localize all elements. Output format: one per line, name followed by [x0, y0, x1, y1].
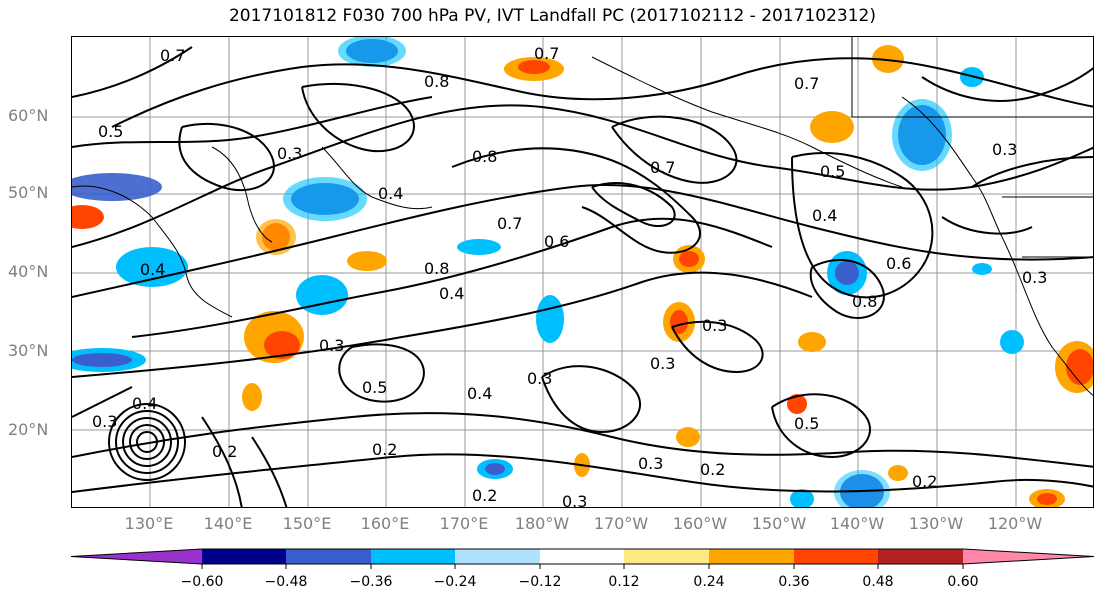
pv-contour-map: 0.7 0.8 0.7 0.7 0.5 0.3 0.4 0.8 0.7 0.5 … [72, 37, 1093, 508]
colorbar-segment [963, 549, 1094, 564]
lat-label-40n: 40°N [8, 262, 49, 281]
lon-label-140w: 140°W [829, 514, 885, 533]
svg-text:0.3: 0.3 [319, 336, 344, 355]
svg-text:0.3: 0.3 [92, 412, 117, 431]
svg-text:0.2: 0.2 [212, 442, 237, 461]
svg-text:0.3: 0.3 [702, 316, 727, 335]
svg-text:0.8: 0.8 [472, 147, 497, 166]
colorbar-segments [70, 548, 1095, 569]
colorbar-segment [371, 549, 455, 564]
svg-text:0.6: 0.6 [544, 232, 569, 251]
map-title: 2017101812 F030 700 hPa PV, IVT Landfall… [228, 6, 876, 26]
svg-text:0.3: 0.3 [527, 369, 552, 388]
lat-label-50n: 50°N [8, 183, 49, 202]
colorbar-tick: −0.48 [265, 574, 308, 590]
colorbar-tick: −0.12 [519, 574, 562, 590]
lon-label-130w: 130°W [908, 514, 964, 533]
lat-label-60n: 60°N [8, 106, 49, 125]
svg-text:0.4: 0.4 [140, 260, 165, 279]
colorbar-tick: 0.12 [608, 574, 639, 590]
lon-label-160e: 160°E [360, 514, 410, 533]
coastlines [72, 37, 1093, 396]
lat-label-20n: 20°N [8, 420, 49, 439]
svg-text:0.3: 0.3 [650, 354, 675, 373]
svg-text:0.5: 0.5 [98, 122, 123, 141]
svg-text:0.3: 0.3 [992, 140, 1017, 159]
svg-text:0.4: 0.4 [439, 284, 464, 303]
svg-text:0.2: 0.2 [472, 486, 497, 505]
svg-text:0.3: 0.3 [562, 492, 587, 508]
svg-text:0.5: 0.5 [794, 414, 819, 433]
svg-text:0.7: 0.7 [497, 214, 522, 233]
colorbar-tick: −0.36 [350, 574, 393, 590]
lon-label-170w: 170°W [593, 514, 649, 533]
colorbar-tick: −0.60 [181, 574, 224, 590]
contour-labels: 0.7 0.8 0.7 0.7 0.5 0.3 0.4 0.8 0.7 0.5 … [92, 44, 1047, 508]
svg-text:0.4: 0.4 [378, 184, 403, 203]
svg-text:0.7: 0.7 [794, 74, 819, 93]
colorbar-tick: 0.60 [947, 574, 978, 590]
svg-text:0.3: 0.3 [638, 454, 663, 473]
colorbar-segment [540, 549, 624, 564]
svg-text:0.4: 0.4 [467, 384, 492, 403]
svg-text:0.8: 0.8 [424, 259, 449, 278]
lon-label-150w: 150°W [751, 514, 807, 533]
colorbar-tick: 0.48 [862, 574, 893, 590]
svg-text:0.5: 0.5 [820, 162, 845, 181]
colorbar-segment [455, 549, 540, 564]
lon-label-120w: 120°W [987, 514, 1043, 533]
colorbar-tick: 0.36 [778, 574, 809, 590]
svg-text:0.7: 0.7 [160, 46, 185, 65]
map-panel: 0.7 0.8 0.7 0.7 0.5 0.3 0.4 0.8 0.7 0.5 … [71, 36, 1094, 508]
lon-label-180w: 180°W [514, 514, 570, 533]
svg-text:0.4: 0.4 [812, 206, 837, 225]
svg-text:0.2: 0.2 [912, 472, 937, 491]
svg-text:0.3: 0.3 [277, 144, 302, 163]
colorbar-tick: 0.24 [693, 574, 724, 590]
colorbar-segment [202, 549, 286, 564]
colorbar-segment [624, 549, 709, 564]
svg-text:0.8: 0.8 [852, 292, 877, 311]
lon-label-140e: 140°E [203, 514, 253, 533]
colorbar-segment [794, 549, 878, 564]
lon-label-130e: 130°E [124, 514, 174, 533]
colorbar-segment [286, 549, 371, 564]
svg-text:0.4: 0.4 [132, 394, 157, 413]
lon-label-170e: 170°E [439, 514, 489, 533]
colorbar-segment [709, 549, 794, 564]
svg-text:0.3: 0.3 [1022, 268, 1047, 287]
svg-text:0.2: 0.2 [372, 440, 397, 459]
lat-label-30n: 30°N [8, 341, 49, 360]
svg-text:0.8: 0.8 [424, 72, 449, 91]
colorbar-tick: −0.24 [434, 574, 477, 590]
lon-label-160w: 160°W [672, 514, 728, 533]
colorbar-tick-labels: −0.60 −0.48 −0.36 −0.24 −0.12 0.12 0.24 … [181, 574, 979, 590]
colorbar: −0.60 −0.48 −0.36 −0.24 −0.12 0.12 0.24 … [70, 548, 1095, 590]
svg-text:0.2: 0.2 [700, 460, 725, 479]
svg-text:0.6: 0.6 [886, 254, 911, 273]
svg-text:0.5: 0.5 [362, 378, 387, 397]
svg-text:0.7: 0.7 [534, 44, 559, 63]
pv-shading [72, 37, 1093, 507]
lon-label-150e: 150°E [282, 514, 332, 533]
colorbar-segment [878, 549, 963, 564]
pv-contours [72, 46, 1093, 507]
svg-text:0.7: 0.7 [650, 158, 675, 177]
colorbar-segment [71, 549, 202, 564]
